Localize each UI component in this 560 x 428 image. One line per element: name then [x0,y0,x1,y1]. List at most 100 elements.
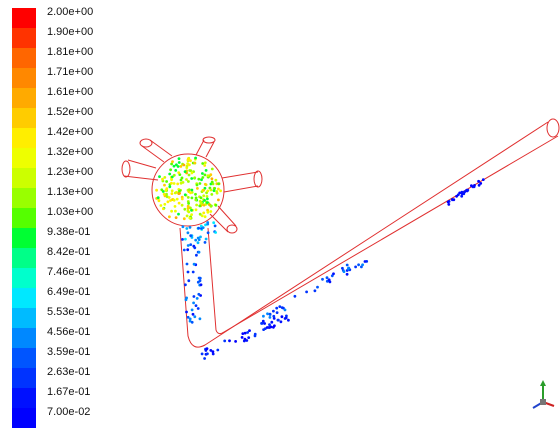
particle-dot [188,319,192,323]
legend-swatch [12,188,36,208]
particle-dot [163,176,167,179]
particle-dot [184,237,187,241]
legend-tick-label: 7.00e-02 [47,406,91,418]
particle-dot [170,175,174,179]
particle-dot [455,194,458,198]
legend-tick-label: 1.71e+00 [47,66,94,78]
particle-dot [278,305,282,308]
particle-dot [165,192,168,196]
particle-dot [186,244,190,247]
particle-dot [272,317,276,320]
particle-dot [209,349,213,352]
particle-dot [203,215,207,219]
particle-dot [204,169,208,172]
particle-dot [363,260,367,263]
particle-dot [177,161,181,164]
particle-dot [470,184,473,188]
particle-dot [170,181,173,185]
particle-dot [206,174,210,178]
particle-dot [196,241,200,245]
particle-dot [179,165,183,168]
particle-dot [360,265,363,269]
particle-dot [466,188,470,192]
particle-dot [170,178,174,182]
legend-swatch [12,88,36,108]
legend-swatch [12,208,36,228]
particle-dot [283,317,287,320]
particle-dot [178,191,182,195]
particle-dot [157,199,161,203]
particle-dot [188,163,191,167]
particle-dot [481,178,485,182]
particle-dot [185,164,189,168]
particle-dot [217,198,220,202]
particle-dot [203,161,207,165]
legend-swatch [12,308,36,328]
particle-dot [159,204,163,207]
pipe-segment-outline [179,121,549,348]
particle-dot [345,272,349,276]
legend-swatch [12,108,36,128]
particle-dot [194,304,198,307]
particle-dot [189,191,192,195]
particle-dot [198,317,202,321]
particle-dot [273,324,276,328]
particle-dot [169,199,172,202]
particle-dot [479,182,483,185]
particle-dot [210,180,214,184]
particle-dot [201,162,205,165]
particle-dot [280,315,284,319]
particle-dot [228,339,231,343]
particle-dot [216,348,220,352]
particle-dot [187,157,190,161]
particle-dot [173,191,177,195]
particle-dot [446,200,450,204]
particle-dot [204,223,207,227]
legend-swatch [12,48,36,68]
particle-dot [191,270,195,274]
particle-dot [194,192,197,196]
particle-dot [272,309,275,313]
particle-dot [460,194,464,198]
particle-dot [180,197,184,201]
particle-dot [341,266,344,270]
particle-dot [200,178,203,182]
particle-dot [217,187,220,191]
particle-dot [172,164,176,168]
particle-dot [160,188,164,192]
legend-tick-label: 1.61e+00 [47,86,94,98]
particle-dot [177,212,180,216]
particle-dot [266,312,269,316]
particle-dot [206,352,209,356]
particle-dot [174,216,178,220]
particle-dot [332,272,335,276]
particle-dot [189,234,193,238]
particle-dot [173,205,177,208]
particle-dot [219,189,223,193]
particle-dot [196,187,199,190]
particle-dot [172,173,176,177]
legend-tick-label: 2.00e+00 [47,6,94,18]
particle-dot [206,210,210,214]
particle-dot [200,352,204,356]
particle-dot [206,222,210,226]
legend-swatch [12,68,36,88]
particle-dot [186,209,190,213]
legend-tick-label: 7.46e-01 [47,266,91,278]
nozzle-end-outline [253,170,263,188]
particle-dot [197,250,201,254]
particle-dot [279,320,283,324]
particle-dot [196,307,200,310]
particle-dot [182,217,186,221]
particle-dot [200,214,204,218]
particle-dot [168,185,172,189]
legend-tick-label: 1.42e+00 [47,126,94,138]
particle-dot [268,316,272,319]
legend-tick-label: 1.32e+00 [47,146,94,158]
particle-dot [172,182,176,185]
axis-triad-icon [530,376,556,410]
particle-dot [452,198,456,202]
particle-dot [201,226,205,230]
particle-dot [253,332,257,336]
